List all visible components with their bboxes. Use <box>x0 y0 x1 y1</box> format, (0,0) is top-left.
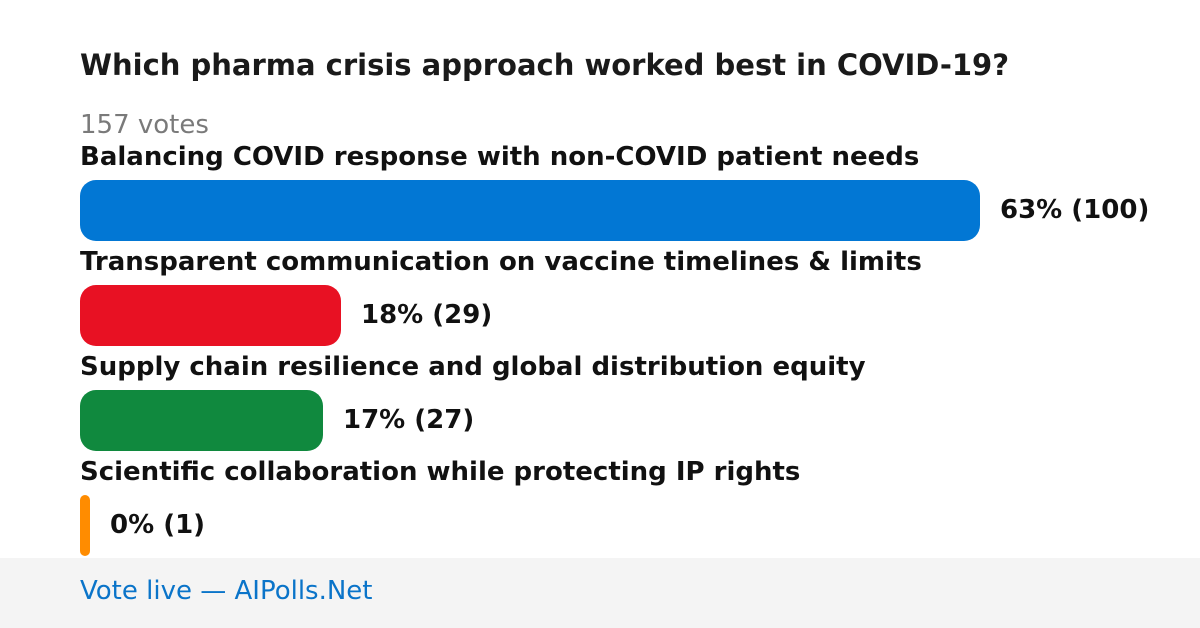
footer-bar: Vote live — AIPolls.Net <box>0 558 1200 628</box>
option-label: Transparent communication on vaccine tim… <box>80 247 922 277</box>
option-bar <box>80 285 341 346</box>
option-value-label: 63% (100) <box>1000 180 1149 241</box>
option-value-label: 18% (29) <box>361 285 492 346</box>
option-bar <box>80 495 90 556</box>
option-bar <box>80 180 980 241</box>
vote-count: 157 votes <box>80 110 209 140</box>
option-label: Supply chain resilience and global distr… <box>80 352 866 382</box>
option-value-label: 0% (1) <box>110 495 205 556</box>
option-label: Balancing COVID response with non-COVID … <box>80 142 919 172</box>
vote-live-link[interactable]: Vote live — AIPolls.Net <box>80 576 373 606</box>
poll-question: Which pharma crisis approach worked best… <box>80 48 1009 82</box>
option-bar <box>80 390 323 451</box>
option-value-label: 17% (27) <box>343 390 474 451</box>
option-label: Scientific collaboration while protectin… <box>80 457 800 487</box>
